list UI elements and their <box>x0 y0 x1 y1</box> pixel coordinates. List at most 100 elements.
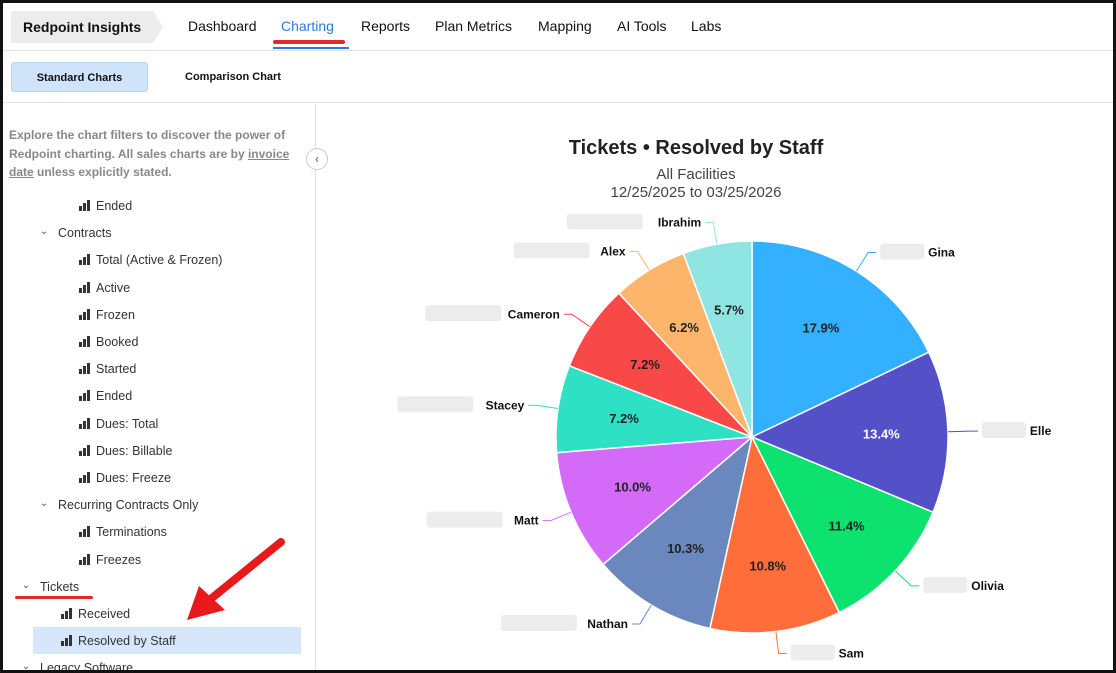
slice-percent-label: 10.8% <box>749 558 786 573</box>
chart-date-range: 12/25/2025 to 03/25/2026 <box>610 184 782 201</box>
bar-chart-icon <box>79 417 91 429</box>
nav-dashboard[interactable]: Dashboard <box>188 18 257 34</box>
pie-slice-matt[interactable] <box>555 436 755 566</box>
tree-item[interactable]: Dues: Billable <box>79 442 172 460</box>
pie-slice-cameron[interactable] <box>568 292 753 438</box>
nav-plan-metrics[interactable]: Plan Metrics <box>435 18 513 34</box>
pie-slice-alex[interactable] <box>617 252 753 438</box>
bar-chart-icon <box>79 526 91 538</box>
tree-item[interactable]: Received <box>61 605 130 623</box>
tree-item[interactable]: Terminations <box>79 523 167 541</box>
tree-group[interactable]: ⌄ Contracts <box>39 224 112 242</box>
tree-item[interactable]: Freezes <box>79 551 141 569</box>
tree-item[interactable]: Ended <box>79 387 132 405</box>
tree-item-label: Contracts <box>58 226 112 241</box>
bar-chart-icon <box>79 472 91 483</box>
tree-item-label: Total (Active & Frozen) <box>96 253 223 268</box>
brand-logo[interactable]: Redpoint Insights <box>11 11 163 43</box>
slice-leader-line <box>855 252 877 272</box>
tree-item[interactable]: Active <box>79 279 130 297</box>
tree-item-label: Active <box>96 280 131 295</box>
bar-chart-icon <box>79 444 91 456</box>
collapse-sidebar-button[interactable]: ‹ <box>306 148 328 170</box>
slice-leader-line <box>563 313 591 328</box>
annotation-underline <box>273 40 345 44</box>
slice-name-label: Cameron <box>508 307 560 321</box>
annotation-underline <box>15 596 93 599</box>
slice-percent-label: 13.4% <box>863 427 900 442</box>
chevron-down-icon: ⌄ <box>21 579 31 591</box>
redacted-name-block <box>397 396 474 413</box>
tree-item[interactable]: Dues: Freeze <box>79 469 171 487</box>
slice-name-label: Matt <box>514 514 539 528</box>
slice-name-label: Elle <box>1030 424 1052 438</box>
chevron-down-icon: ⌄ <box>39 498 49 510</box>
bar-chart-icon <box>79 390 91 402</box>
nav-reports[interactable]: Reports <box>361 18 411 34</box>
invoice-date-link[interactable]: invoice date <box>9 146 290 180</box>
slice-percent-label: 7.2% <box>630 357 660 372</box>
pie-slice-sam[interactable] <box>708 434 841 634</box>
tree-item[interactable]: Resolved by Staff <box>61 632 176 650</box>
chevron-down-icon: ⌄ <box>21 661 31 673</box>
redacted-name-block <box>790 644 835 661</box>
tree-item[interactable]: Booked <box>79 333 138 351</box>
slice-name-label: Alex <box>600 244 626 258</box>
tree-item-label: Tickets <box>40 579 80 594</box>
chart-subtabs: Standard Charts Comparison Chart <box>3 51 1113 103</box>
nav-charting[interactable]: Charting <box>281 18 334 34</box>
pie-slice-olivia[interactable] <box>750 435 934 614</box>
top-nav: Redpoint Insights Dashboard Charting Rep… <box>3 3 1113 51</box>
slice-name-label: Gina <box>928 246 955 260</box>
tree-group[interactable]: ⌄ Tickets <box>21 578 79 596</box>
redacted-name-block <box>500 615 577 632</box>
chart-title: Tickets • Resolved by Staff <box>568 137 824 159</box>
slice-percent-label: 6.2% <box>669 320 699 335</box>
tree-item[interactable]: Frozen <box>79 306 135 324</box>
bar-chart-icon <box>79 363 91 375</box>
tree-group[interactable]: ⌄ Recurring Contracts Only <box>39 496 199 514</box>
redacted-name-block <box>923 576 968 593</box>
tree-item-label: Dues: Billable <box>96 443 173 458</box>
bar-chart-icon <box>79 254 91 266</box>
slice-name-label: Olivia <box>971 579 1004 593</box>
redacted-name-block <box>566 213 643 230</box>
tree-group[interactable]: ⌄ Legacy Software <box>21 659 134 673</box>
bar-chart-icon <box>79 553 91 565</box>
tab-comparison-chart[interactable]: Comparison Chart <box>185 71 281 83</box>
pie-slice-ibrahim[interactable] <box>682 240 753 438</box>
nav-ai-tools[interactable]: AI Tools <box>617 18 667 34</box>
tree-item-label: Booked <box>96 335 139 349</box>
nav-labs[interactable]: Labs <box>691 18 722 34</box>
pie-slice-gina[interactable] <box>751 240 930 439</box>
bar-chart-icon <box>61 635 73 647</box>
tree-item-label: Terminations <box>96 525 167 540</box>
slice-name-label: Ibrahim <box>658 215 701 229</box>
slice-percent-label: 7.2% <box>609 411 639 426</box>
tree-item-label: Recurring Contracts Only <box>58 498 199 513</box>
tab-standard-charts[interactable]: Standard Charts <box>11 62 148 92</box>
redacted-name-block <box>513 242 590 259</box>
slice-name-label: Stacey <box>486 398 525 412</box>
tree-item[interactable]: Ended <box>79 197 132 215</box>
nav-mapping[interactable]: Mapping <box>538 18 592 34</box>
active-tab-indicator <box>273 47 349 49</box>
bar-chart-icon <box>79 336 91 347</box>
slice-leader-line <box>629 250 650 271</box>
pie-slice-elle[interactable] <box>750 351 949 514</box>
redacted-name-block <box>981 422 1026 439</box>
pie-slice-nathan[interactable] <box>602 434 754 630</box>
tree-item[interactable]: Dues: Total <box>79 415 158 433</box>
tree-item-label: Legacy Software <box>40 661 134 673</box>
slice-percent-label: 10.0% <box>614 480 651 495</box>
tree-item-label: Dues: Total <box>96 416 159 431</box>
tree-item[interactable]: Started <box>79 360 136 378</box>
bar-chart-icon <box>79 281 91 293</box>
slice-name-label: Sam <box>839 646 864 660</box>
pie-slice-stacey[interactable] <box>555 364 753 454</box>
sidebar-intro: Explore the chart filters to discover th… <box>9 128 290 180</box>
tree-item[interactable]: Total (Active & Frozen) <box>79 251 222 269</box>
bar-chart-icon <box>79 308 91 320</box>
slice-leader-line <box>631 604 652 625</box>
